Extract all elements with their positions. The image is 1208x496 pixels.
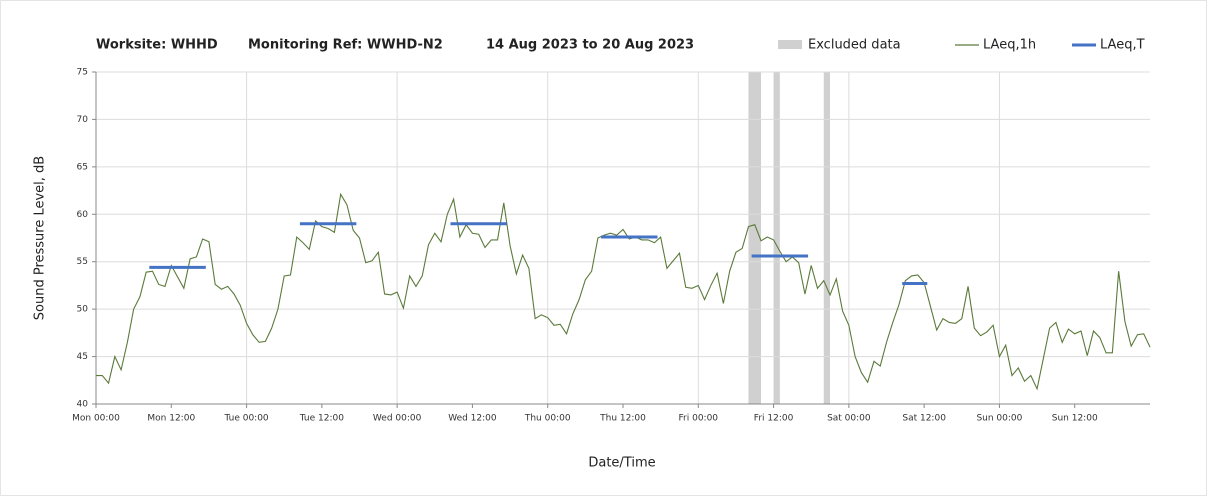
x-tick-label: Wed 12:00 bbox=[448, 414, 497, 424]
title-worksite: Worksite: WHHD bbox=[96, 38, 218, 53]
title-ref: Monitoring Ref: WWHD-N2 bbox=[248, 38, 443, 53]
y-tick-label: 65 bbox=[77, 162, 88, 172]
excluded-band bbox=[773, 72, 780, 404]
x-tick-label: Wed 00:00 bbox=[373, 414, 422, 424]
y-tick-label: 45 bbox=[77, 352, 88, 362]
y-tick-label: 50 bbox=[77, 305, 89, 315]
y-tick-label: 70 bbox=[77, 115, 89, 125]
x-tick-label: Fri 12:00 bbox=[754, 414, 794, 424]
x-tick-label: Sun 12:00 bbox=[1052, 414, 1098, 424]
legend-swatch bbox=[778, 40, 802, 49]
y-tick-label: 40 bbox=[77, 400, 89, 410]
x-tick-label: Mon 12:00 bbox=[147, 414, 195, 424]
legend-label: Excluded data bbox=[808, 38, 901, 53]
y-tick-label: 55 bbox=[77, 257, 88, 267]
x-tick-label: Thu 00:00 bbox=[524, 414, 571, 424]
x-tick-label: Sat 00:00 bbox=[827, 414, 871, 424]
excluded-band bbox=[823, 72, 831, 404]
x-tick-label: Tue 12:00 bbox=[299, 414, 344, 424]
y-tick-label: 60 bbox=[77, 210, 89, 220]
line-series bbox=[96, 192, 1151, 391]
excluded-band bbox=[748, 72, 762, 404]
x-tick-label: Sun 00:00 bbox=[976, 414, 1022, 424]
legend-label: LAeq,1h bbox=[983, 38, 1036, 53]
x-tick-label: Thu 12:00 bbox=[599, 414, 646, 424]
y-axis-label: Sound Pressure Level, dB bbox=[33, 156, 48, 320]
legend-label: LAeq,T bbox=[1100, 38, 1145, 53]
x-tick-label: Mon 00:00 bbox=[72, 414, 120, 424]
y-tick-label: 75 bbox=[77, 68, 88, 78]
x-tick-label: Fri 00:00 bbox=[679, 414, 719, 424]
x-axis-label: Date/Time bbox=[588, 456, 655, 471]
x-tick-label: Sat 12:00 bbox=[902, 414, 946, 424]
title-dates: 14 Aug 2023 to 20 Aug 2023 bbox=[486, 38, 694, 53]
x-tick-label: Tue 00:00 bbox=[223, 414, 268, 424]
